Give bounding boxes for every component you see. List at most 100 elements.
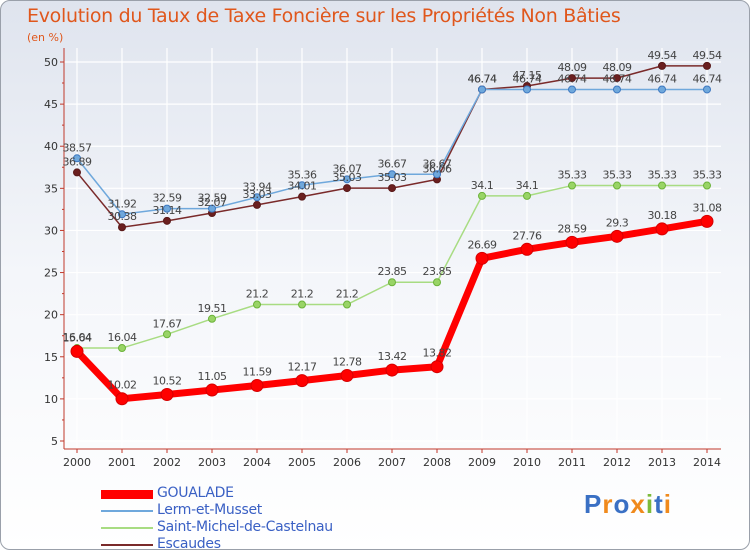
x-tick-label: 2002 bbox=[153, 456, 181, 469]
data-label-escaudes: 47.15 bbox=[513, 69, 542, 82]
y-tick-label: 45 bbox=[44, 98, 58, 111]
data-label-goualade: 11.59 bbox=[243, 365, 272, 378]
data-label-escaudes: 36.89 bbox=[63, 155, 92, 168]
data-label-saint-michel-de-castelnau: 16.04 bbox=[108, 331, 137, 344]
data-label-lerm-et-musset: 38.57 bbox=[63, 141, 92, 154]
legend-item-goualade: GOUALADE bbox=[101, 485, 431, 502]
data-label-escaudes: 46.74 bbox=[468, 72, 497, 85]
data-point-goualade bbox=[565, 235, 579, 249]
y-tick-label: 20 bbox=[44, 309, 58, 322]
data-label-escaudes: 35.03 bbox=[333, 171, 362, 184]
data-label-lerm-et-musset: 32.59 bbox=[198, 192, 227, 205]
data-label-lerm-et-musset: 46.74 bbox=[558, 72, 587, 85]
legend-swatch bbox=[101, 544, 153, 546]
data-point-goualade bbox=[520, 242, 534, 256]
data-label-saint-michel-de-castelnau: 17.67 bbox=[153, 317, 182, 330]
data-label-escaudes: 33.03 bbox=[243, 188, 272, 201]
data-label-lerm-et-musset: 35.36 bbox=[288, 168, 317, 181]
data-label-saint-michel-de-castelnau: 16.04 bbox=[63, 331, 92, 344]
data-label-goualade: 29.3 bbox=[606, 216, 629, 229]
data-point-escaudes bbox=[253, 200, 261, 209]
data-label-escaudes: 48.09 bbox=[558, 61, 587, 74]
data-label-goualade: 27.76 bbox=[513, 229, 542, 242]
logo-letter: P bbox=[584, 489, 603, 519]
data-label-escaudes: 31.14 bbox=[153, 204, 182, 217]
data-label-saint-michel-de-castelnau: 21.2 bbox=[291, 288, 314, 301]
x-tick-label: 2004 bbox=[243, 456, 271, 469]
y-tick-label: 15 bbox=[44, 351, 58, 364]
data-label-lerm-et-musset: 46.74 bbox=[648, 72, 677, 85]
data-point-goualade bbox=[655, 222, 669, 236]
data-point-saint-michel-de-castelnau bbox=[568, 181, 576, 190]
x-tick-label: 2011 bbox=[558, 456, 586, 469]
data-point-saint-michel-de-castelnau bbox=[388, 278, 396, 287]
data-label-escaudes: 32.07 bbox=[198, 196, 227, 209]
x-tick-label: 2006 bbox=[333, 456, 361, 469]
data-label-lerm-et-musset: 32.59 bbox=[153, 192, 182, 205]
data-point-saint-michel-de-castelnau bbox=[253, 300, 261, 309]
data-point-goualade bbox=[115, 392, 129, 406]
x-tick-label: 2007 bbox=[378, 456, 406, 469]
y-axis-unit-label: (en %) bbox=[27, 31, 64, 44]
data-point-goualade bbox=[250, 378, 264, 392]
data-label-saint-michel-de-castelnau: 35.33 bbox=[648, 169, 677, 182]
data-point-lerm-et-musset bbox=[703, 85, 711, 94]
data-point-lerm-et-musset bbox=[163, 204, 171, 213]
data-point-lerm-et-musset bbox=[253, 193, 261, 202]
data-point-goualade bbox=[295, 374, 309, 388]
legend-swatch bbox=[101, 510, 153, 512]
y-tick-label: 50 bbox=[44, 56, 58, 69]
chart-title: Evolution du Taux de Taxe Foncière sur l… bbox=[27, 5, 621, 27]
data-point-goualade bbox=[610, 229, 624, 243]
data-label-saint-michel-de-castelnau: 21.2 bbox=[246, 288, 269, 301]
x-tick-label: 2012 bbox=[603, 456, 631, 469]
data-label-escaudes: 36.06 bbox=[423, 162, 452, 175]
logo-letter: i bbox=[663, 489, 672, 519]
data-point-saint-michel-de-castelnau bbox=[433, 278, 441, 287]
data-point-goualade bbox=[385, 363, 399, 377]
data-point-saint-michel-de-castelnau bbox=[163, 330, 171, 339]
logo-letter: i bbox=[645, 489, 655, 519]
data-label-lerm-et-musset: 46.74 bbox=[693, 72, 722, 85]
data-label-escaudes: 34.01 bbox=[288, 180, 317, 193]
data-label-goualade: 31.08 bbox=[693, 201, 722, 214]
data-point-lerm-et-musset bbox=[478, 85, 486, 94]
y-tick-label: 35 bbox=[44, 182, 58, 195]
data-label-saint-michel-de-castelnau: 35.33 bbox=[603, 169, 632, 182]
data-point-lerm-et-musset bbox=[523, 85, 531, 94]
data-point-lerm-et-musset bbox=[613, 85, 621, 94]
data-label-escaudes: 48.09 bbox=[603, 61, 632, 74]
data-label-lerm-et-musset: 46.74 bbox=[603, 72, 632, 85]
data-label-goualade: 11.05 bbox=[198, 370, 227, 383]
data-point-escaudes bbox=[388, 184, 396, 193]
data-label-lerm-et-musset: 33.94 bbox=[243, 180, 272, 193]
data-label-saint-michel-de-castelnau: 34.1 bbox=[516, 179, 539, 192]
data-point-lerm-et-musset bbox=[388, 170, 396, 179]
data-label-goualade: 13.42 bbox=[378, 350, 407, 363]
logo-letter: x bbox=[630, 489, 646, 519]
data-point-saint-michel-de-castelnau bbox=[298, 300, 306, 309]
data-label-lerm-et-musset: 31.92 bbox=[108, 197, 137, 210]
data-label-escaudes: 30.38 bbox=[108, 210, 137, 223]
data-label-saint-michel-de-castelnau: 21.2 bbox=[336, 288, 359, 301]
y-tick-label: 30 bbox=[44, 224, 58, 237]
data-point-escaudes bbox=[118, 223, 126, 232]
data-point-goualade bbox=[340, 368, 354, 382]
data-point-escaudes bbox=[613, 74, 621, 83]
data-point-goualade bbox=[430, 360, 444, 374]
data-point-escaudes bbox=[163, 216, 171, 225]
legend-label: Escaudes bbox=[157, 536, 221, 550]
legend-swatch bbox=[101, 490, 153, 499]
y-tick-label: 25 bbox=[44, 267, 58, 280]
data-label-saint-michel-de-castelnau: 23.85 bbox=[423, 265, 452, 278]
data-point-goualade bbox=[205, 383, 219, 397]
x-tick-label: 2005 bbox=[288, 456, 316, 469]
x-tick-label: 2013 bbox=[648, 456, 676, 469]
data-point-goualade bbox=[700, 214, 714, 228]
data-point-goualade bbox=[70, 344, 84, 358]
data-label-goualade: 26.69 bbox=[468, 238, 497, 251]
logo-letter: t bbox=[654, 489, 664, 519]
logo-letter: o bbox=[613, 489, 631, 519]
